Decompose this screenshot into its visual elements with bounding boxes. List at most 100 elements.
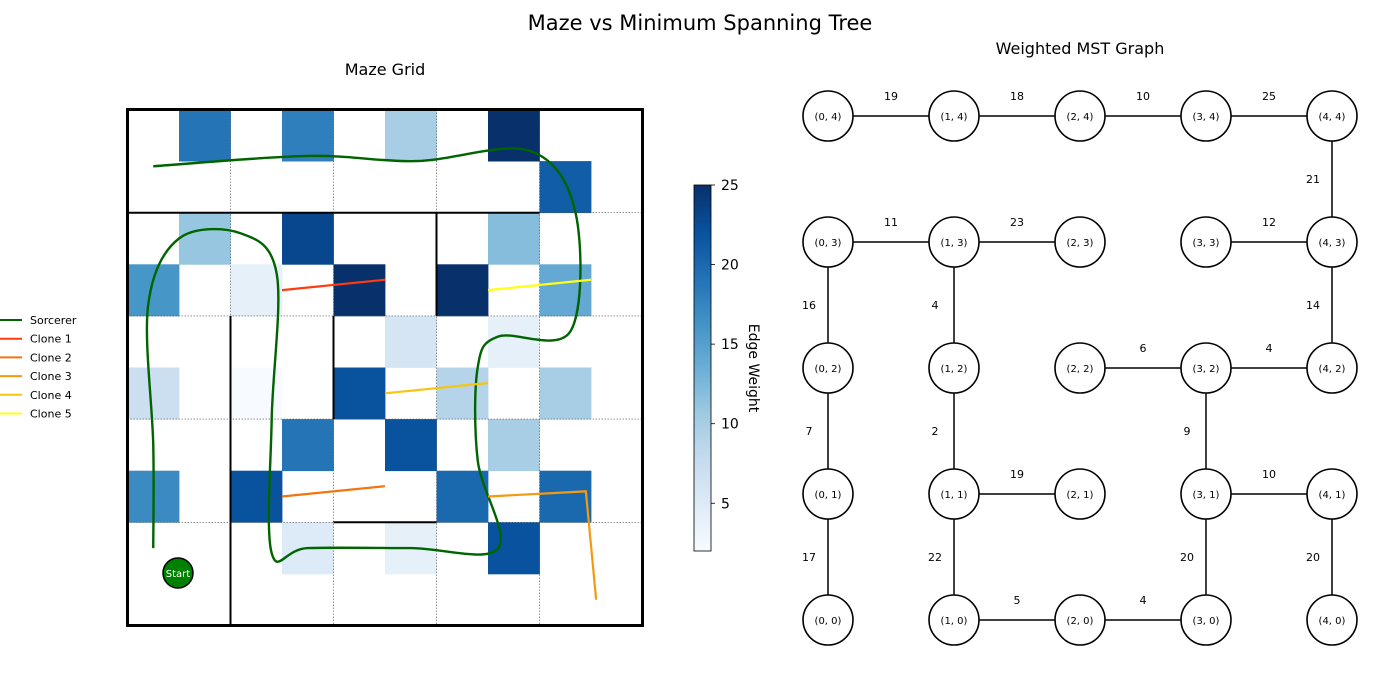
maze-cell: [488, 109, 540, 162]
colorbar-tick-label: 5: [721, 496, 730, 512]
mst-node-label: (3, 4): [1193, 112, 1220, 123]
mst-node: [928, 468, 980, 520]
colorbar-tick-label: 10: [721, 417, 739, 433]
mst-node-label: (3, 2): [1193, 364, 1220, 375]
mst-node-label: (4, 0): [1319, 616, 1346, 627]
maze-cell: [539, 367, 592, 420]
mst-node: [1054, 90, 1106, 142]
mst-node-label: (0, 3): [815, 238, 842, 249]
maze-cell: [230, 470, 283, 523]
mst-node-label: (0, 1): [815, 490, 842, 501]
legend-label: Clone 3: [30, 370, 72, 383]
mst-node: [928, 342, 980, 394]
clone-path-4: [384, 381, 489, 395]
maze-cell: [127, 367, 180, 420]
colorbar-label: Edge Weight: [745, 324, 761, 413]
mst-edge-weight: 10: [1262, 468, 1276, 481]
mst-node-label: (3, 1): [1193, 490, 1220, 501]
mst-node-label: (1, 0): [941, 616, 968, 627]
mst-node-label: (4, 2): [1319, 364, 1346, 375]
mst-node-label: (4, 3): [1319, 238, 1346, 249]
colorbar-ticks: 5 10 15 20 25: [711, 178, 739, 512]
mst-node: [1180, 342, 1232, 394]
start-label: Start: [166, 569, 191, 580]
mst-node: [802, 342, 854, 394]
mst-edge-weights: 19 18 10 25 21 11 23 12 16 4 14 6 4 7 2 9 19 10 17 22 20 20 5 4: [802, 90, 1320, 607]
maze-cell: [385, 419, 437, 472]
mst-node: [1306, 216, 1358, 268]
mst-node: [1306, 468, 1358, 520]
maze-legend: Sorcerer Clone 1 Clone 2 Clone 3 Clone 4 Clon…: [0, 314, 77, 421]
mst-edge-weight: 20: [1306, 551, 1320, 564]
mst-title: Weighted MST Graph: [996, 39, 1165, 58]
mst-nodes: (0, 0) (1, 0) (2, 0) (3, 0) (4, 0) (0, 1) (1, …: [802, 90, 1358, 646]
mst-node-label: (2, 3): [1067, 238, 1094, 249]
maze-cell: [179, 212, 231, 265]
legend-label: Clone 5: [30, 408, 72, 421]
maze-cell: [488, 212, 540, 265]
maze-border: [126, 108, 644, 627]
figure-title: Maze vs Minimum Spanning Tree: [528, 11, 873, 35]
mst-node: [1054, 468, 1106, 520]
mst-node: [928, 594, 980, 646]
mst-edge-weight: 19: [1010, 468, 1024, 481]
colorbar-tick-label: 20: [721, 258, 739, 274]
mst-node: [802, 216, 854, 268]
colorbar-gradient: [693, 184, 712, 552]
maze-cell: [488, 315, 540, 368]
maze-cell: [282, 419, 334, 472]
start-marker: [162, 557, 194, 589]
mst-edge-weight: 22: [928, 551, 942, 564]
mst-node: [1306, 90, 1358, 142]
mst-edge-weight: 16: [802, 299, 816, 312]
clone-path-3: [487, 490, 598, 600]
colorbar-tick-label: 15: [721, 337, 739, 353]
mst-edge-weight: 14: [1306, 299, 1320, 312]
mst-edge-weight: 18: [1010, 90, 1024, 103]
maze-cell: [127, 264, 180, 317]
maze-cell: [436, 367, 489, 420]
maze-cell: [539, 161, 592, 214]
maze-cell: [385, 109, 437, 162]
mst-node: [1306, 342, 1358, 394]
mst-node: [1054, 594, 1106, 646]
mst-node-label: (1, 3): [941, 238, 968, 249]
mst-node: [1180, 468, 1232, 520]
maze-cells: [127, 109, 592, 575]
maze-paths: [145, 147, 598, 600]
maze-cell: [436, 264, 489, 317]
mst-node-label: (2, 4): [1067, 112, 1094, 123]
mst-edge-weight: 4: [932, 299, 939, 312]
mst-node-label: (1, 4): [941, 112, 968, 123]
maze-cell: [230, 264, 283, 317]
legend-label: Clone 1: [30, 333, 72, 346]
mst-node-label: (1, 1): [941, 490, 968, 501]
clone-path-5: [487, 278, 592, 292]
mst-edge-weight: 19: [884, 90, 898, 103]
mst-node: [802, 468, 854, 520]
mst-node-label: (3, 0): [1193, 616, 1220, 627]
mst-edge-weight: 2: [932, 425, 939, 438]
legend-label: Clone 2: [30, 351, 72, 364]
mst-edge-weight: 17: [802, 551, 816, 564]
mst-edge-weight: 9: [1184, 425, 1191, 438]
maze-cell: [488, 522, 540, 575]
mst-node: [1054, 216, 1106, 268]
mst-edge-weight: 21: [1306, 173, 1320, 186]
clone-path-1: [281, 278, 386, 292]
maze-walls: [127, 211, 540, 626]
sorcerer-path: [145, 147, 582, 563]
mst-node: [1306, 594, 1358, 646]
mst-node-label: (4, 4): [1319, 112, 1346, 123]
mst-edge-weight: 12: [1262, 216, 1276, 229]
mst-node: [1054, 342, 1106, 394]
colorbar-tick-label: 25: [721, 178, 739, 194]
mst-node: [802, 90, 854, 142]
mst-node-label: (0, 4): [815, 112, 842, 123]
mst-node-label: (1, 2): [941, 364, 968, 375]
mst-node-label: (4, 1): [1319, 490, 1346, 501]
mst-node-label: (0, 2): [815, 364, 842, 375]
maze-panel: Maze Grid Start: [126, 60, 644, 627]
